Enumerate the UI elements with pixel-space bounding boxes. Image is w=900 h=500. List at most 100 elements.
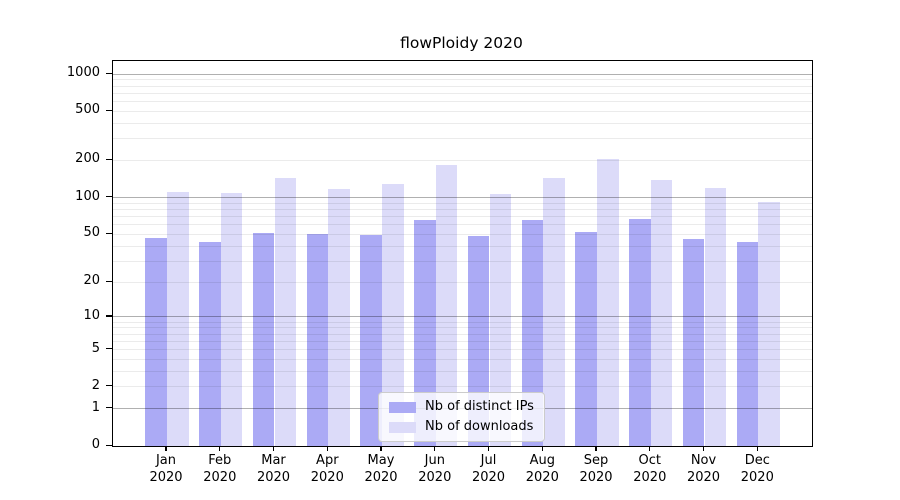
x-tick-year: 2020 [471,469,506,485]
x-tick-month: Apr [316,453,339,468]
gridline-minor [113,224,812,226]
x-tick-year: 2020 [203,469,237,485]
x-tick-label-jun: Jun 2020 [403,453,467,486]
gridline-minor [113,245,812,247]
y-tick-mark [106,385,112,387]
y-tick-mark [106,232,112,234]
x-tick-label-jan: Jan 2020 [134,453,198,486]
bar-downloads-feb [220,193,243,446]
y-tick-mark [106,196,112,198]
bar-distinct-ips-nov [682,238,705,446]
y-tick-label: 5 [91,340,100,356]
y-tick-label: 50 [83,225,100,241]
x-tick-mark [702,446,705,451]
plot-area [112,60,813,447]
gridline-major [113,197,812,198]
x-tick-year: 2020 [633,469,667,485]
y-tick-label: 1 [91,399,100,415]
x-tick-mark [272,446,275,451]
bar-downloads-jan [167,192,189,446]
x-tick-month: Sep [583,453,609,468]
y-tick-label: 500 [75,102,100,118]
bar-downloads-aug [543,178,565,446]
gridline-minor [113,281,812,283]
gridline-minor [113,101,812,102]
y-tick-label: 100 [75,188,100,204]
x-tick-year: 2020 [686,469,721,485]
x-tick-month: Jul [480,453,497,468]
y-tick-mark [106,280,112,282]
bar-distinct-ips-jan [145,237,167,446]
x-tick-label-mar: Mar 2020 [242,453,306,486]
gridline-minor [113,333,812,335]
x-tick-month: Feb [208,453,232,468]
gridline-minor [113,85,812,87]
bar-downloads-oct [650,180,673,446]
gridline-minor [113,110,812,112]
bar-distinct-ips-oct [629,218,651,446]
y-tick-label: 2 [91,377,100,393]
gridline-minor [113,79,812,81]
x-tick-label-may: May 2020 [349,453,413,486]
legend-label-distinct-ips: Nb of distinct IPs [425,399,534,414]
x-tick-mark [219,446,221,451]
bar-downloads-mar [274,177,297,446]
gridline-minor [113,138,812,140]
x-tick-label-oct: Oct 2020 [618,453,682,486]
bar-distinct-ips-dec [736,242,759,446]
x-tick-year: 2020 [310,469,344,485]
x-tick-month: Nov [690,453,717,468]
gridline-minor [113,260,812,262]
y-tick-label: 20 [83,273,100,289]
bar-downloads-may [382,183,404,446]
gridline-minor [113,327,812,329]
bar-distinct-ips-aug [521,219,544,446]
y-tick-mark [106,407,112,409]
bar-downloads-dec [758,201,780,446]
x-tick-year: 2020 [418,469,452,485]
legend-item-distinct-ips: Nb of distinct IPs [389,400,534,414]
gridline-minor [113,370,812,372]
x-tick-label-dec: Dec 2020 [725,453,789,486]
bar-downloads-sep [597,159,619,446]
x-tick-mark [649,446,651,451]
x-tick-mark [165,446,167,451]
gridline-minor [113,358,812,360]
x-tick-mark [541,446,543,451]
y-tick-mark [106,348,112,350]
gridline-minor [113,159,812,161]
legend: Nb of distinct IPs Nb of downloads [378,392,545,442]
gridline-minor [113,202,812,204]
legend-swatch-downloads [389,421,416,433]
gridline-minor [113,92,812,94]
bar-distinct-ips-apr [306,234,329,446]
x-tick-year: 2020 [149,469,183,485]
y-tick-label: 10 [83,307,100,323]
x-tick-label-apr: Apr 2020 [295,453,359,486]
bar-downloads-jul [489,193,512,446]
x-tick-month: Oct [638,453,662,468]
legend-swatch-distinct-ips [389,401,416,413]
bar-distinct-ips-sep [575,232,597,446]
x-tick-mark [487,446,490,451]
y-tick-label: 1000 [66,65,100,80]
x-tick-month: May [367,453,395,468]
legend-label-downloads: Nb of downloads [425,419,534,434]
chart-title: flowPloidy 2020 [400,34,523,52]
y-tick-mark [106,444,112,446]
x-tick-label-feb: Feb 2020 [188,453,252,486]
bar-distinct-ips-jun [414,219,436,446]
x-tick-label-aug: Aug 2020 [510,453,574,486]
x-tick-month: Mar [261,453,286,468]
x-tick-mark [326,446,328,451]
bar-distinct-ips-mar [252,233,275,446]
y-tick-label: 0 [91,437,100,452]
x-tick-month: Jun [424,453,445,468]
y-tick-mark [106,72,112,74]
x-tick-label-jul: Jul 2020 [457,453,521,486]
x-tick-mark [756,446,758,451]
gridline-minor [113,233,812,235]
bar-distinct-ips-feb [199,242,221,446]
x-tick-mark [434,446,436,451]
x-tick-label-sep: Sep 2020 [564,453,628,486]
